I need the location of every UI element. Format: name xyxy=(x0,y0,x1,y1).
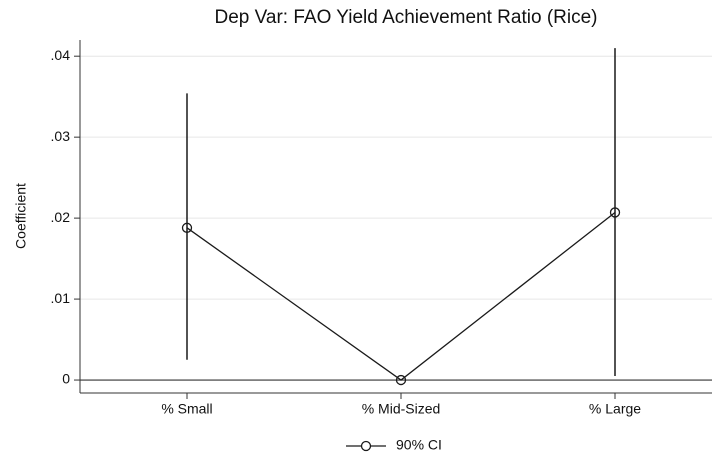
y-tick-label: .04 xyxy=(51,47,71,63)
y-tick-label: .02 xyxy=(51,209,71,225)
point xyxy=(181,222,193,233)
chart-title: Dep Var: FAO Yield Achievement Ratio (Ri… xyxy=(215,7,598,28)
y-tick-label: .03 xyxy=(51,128,71,144)
y-tick-label: .01 xyxy=(51,290,71,306)
x-tick-label: % Mid-Sized xyxy=(362,401,441,417)
x-tick-label: % Small xyxy=(161,401,212,417)
series-line xyxy=(186,211,616,381)
legend-marker xyxy=(360,440,372,452)
legend-label: 90% CI xyxy=(396,437,442,453)
point xyxy=(395,374,407,386)
point xyxy=(609,207,621,218)
y-axis-label: Coefficient xyxy=(13,183,29,249)
x-tick-label: % Large xyxy=(589,401,641,417)
y-tick-label: 0 xyxy=(62,371,70,387)
